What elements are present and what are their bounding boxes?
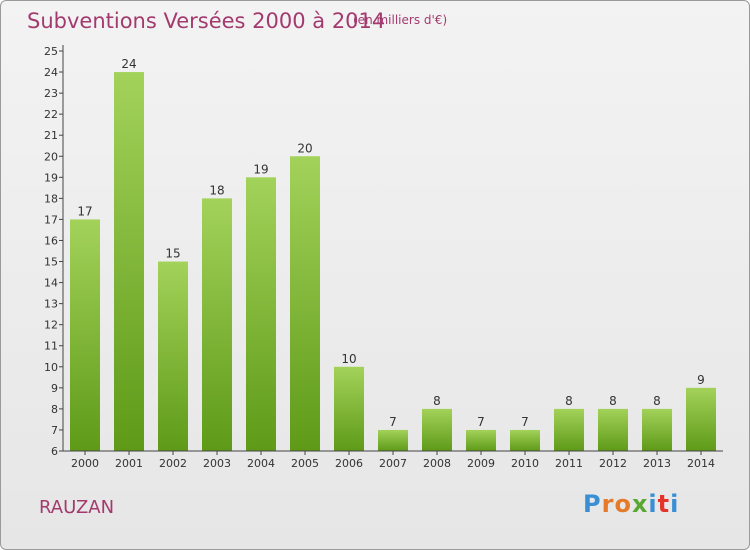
y-tick-label: 16 <box>44 234 58 247</box>
x-tick-label: 2006 <box>335 457 363 470</box>
bar-value-label: 20 <box>297 141 312 155</box>
x-tick-label: 2014 <box>687 457 715 470</box>
bar-value-label: 15 <box>165 247 180 261</box>
x-tick-label: 2004 <box>247 457 275 470</box>
bar <box>202 198 232 451</box>
y-tick-label: 17 <box>44 213 58 226</box>
bars: 17 24 15 18 19 20 10 7 8 7 7 8 8 8 9 <box>70 57 716 451</box>
y-tick-label: 25 <box>44 45 58 58</box>
y-tick-label: 10 <box>44 361 58 374</box>
x-tick-label: 2001 <box>115 457 143 470</box>
x-tick-label: 2010 <box>511 457 539 470</box>
y-axis: 6 7 8 9 10 11 12 13 14 15 16 17 18 19 20 21 22 23 24 25 <box>44 45 64 458</box>
bar <box>510 429 540 451</box>
y-tick-label: 18 <box>44 192 58 205</box>
y-tick-label: 8 <box>51 403 58 416</box>
y-tick-label: 13 <box>44 298 58 311</box>
logo-letter: o <box>614 490 632 518</box>
bar <box>246 177 276 451</box>
y-tick-label: 12 <box>44 319 58 332</box>
y-tick-label: 19 <box>44 171 58 184</box>
bar <box>598 408 628 451</box>
chart-subtitle: (en milliers d'€) <box>353 13 448 27</box>
bar-value-label: 7 <box>389 415 397 429</box>
x-tick-label: 2012 <box>599 457 627 470</box>
bar <box>158 261 188 451</box>
x-tick-label: 2008 <box>423 457 451 470</box>
bar <box>114 72 144 451</box>
y-tick-label: 7 <box>51 424 58 437</box>
y-tick-label: 9 <box>51 382 58 395</box>
y-tick-label: 14 <box>44 277 58 290</box>
x-tick-label: 2000 <box>71 457 99 470</box>
bar-value-label: 8 <box>433 394 441 408</box>
x-tick-label: 2011 <box>555 457 583 470</box>
y-tick-label: 15 <box>44 256 58 269</box>
y-tick-label: 22 <box>44 108 58 121</box>
bar <box>70 219 100 451</box>
logo-letter: P <box>583 490 602 518</box>
bar-value-label: 8 <box>565 394 573 408</box>
bar <box>686 387 716 451</box>
bar-value-label: 8 <box>609 394 617 408</box>
bar-value-label: 8 <box>653 394 661 408</box>
x-tick-label: 2003 <box>203 457 231 470</box>
bar <box>466 429 496 451</box>
y-tick-label: 11 <box>44 340 58 353</box>
x-tick-label: 2007 <box>379 457 407 470</box>
logo-letter: x <box>631 490 649 518</box>
y-tick-label: 6 <box>51 445 58 458</box>
bar <box>334 366 364 451</box>
bar-value-label: 7 <box>477 415 485 429</box>
y-tick-label: 24 <box>44 66 58 79</box>
logo-letter: i <box>648 490 658 518</box>
bar <box>642 408 672 451</box>
x-tick-label: 2013 <box>643 457 671 470</box>
x-tick-label: 2009 <box>467 457 495 470</box>
bar-value-label: 19 <box>253 162 268 176</box>
bar-value-label: 18 <box>209 183 224 197</box>
y-tick-label: 20 <box>44 150 58 163</box>
commune-name: RAUZAN <box>39 497 115 518</box>
x-tick-label: 2005 <box>291 457 319 470</box>
x-tick-label: 2002 <box>159 457 187 470</box>
bar <box>378 429 408 451</box>
logo-letter: i <box>670 490 680 518</box>
chart-title: Subventions Versées 2000 à 2014 <box>27 9 386 33</box>
bar-value-label: 17 <box>77 204 92 218</box>
logo-letter: t <box>657 490 671 518</box>
bar <box>422 408 452 451</box>
y-tick-label: 23 <box>44 87 58 100</box>
x-axis: 2000 2001 2002 2003 2004 2005 2006 2007 2008 2009… <box>63 450 723 470</box>
bar <box>554 408 584 451</box>
bar-value-label: 24 <box>121 57 136 71</box>
bar <box>290 156 320 451</box>
bar-value-label: 9 <box>697 373 705 387</box>
y-tick-label: 21 <box>44 129 58 142</box>
bar-value-label: 10 <box>341 352 356 366</box>
bar-value-label: 7 <box>521 415 529 429</box>
proxiti-logo: Proxiti <box>583 490 679 518</box>
logo-letter: r <box>601 490 615 518</box>
